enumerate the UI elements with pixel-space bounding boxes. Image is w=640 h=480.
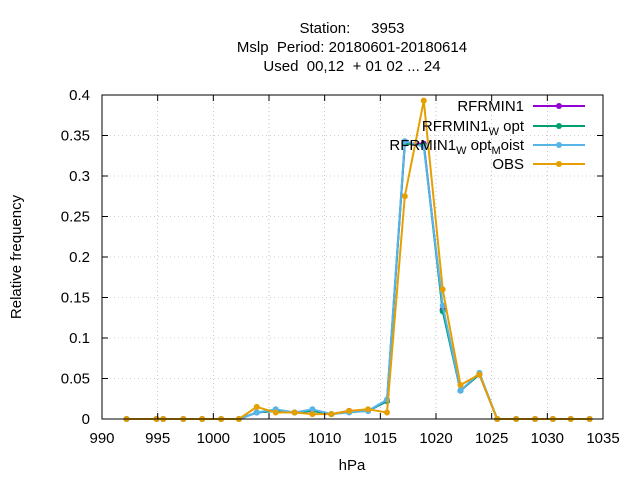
legend-marker <box>556 142 562 148</box>
y-tick-label: 0.2 <box>69 249 90 266</box>
y-tick-label: 0.3 <box>69 168 90 185</box>
data-point <box>291 409 298 416</box>
x-tick-label: 1000 <box>197 430 230 447</box>
grid-lines <box>102 95 603 419</box>
x-tick-label: 1020 <box>419 430 452 447</box>
data-point <box>476 371 483 378</box>
data-point <box>401 138 408 145</box>
data-point <box>346 407 353 414</box>
data-point <box>439 302 446 309</box>
data-point <box>439 286 446 293</box>
x-tick-label: 1035 <box>586 430 619 447</box>
x-tick-label: 1015 <box>364 430 397 447</box>
data-point <box>328 411 335 418</box>
legend-marker <box>556 123 562 129</box>
legend-label: OBS <box>492 156 524 173</box>
data-point <box>253 409 260 416</box>
y-tick-label: 0.25 <box>61 209 90 226</box>
chart-title-line-3: Used 00,12 + 01 02 ... 24 <box>263 58 440 75</box>
y-tick-label: 0.15 <box>61 290 90 307</box>
y-tick-label: 0.35 <box>61 128 90 145</box>
x-tick-label: 1030 <box>531 430 564 447</box>
data-point <box>272 409 279 416</box>
series-2 <box>123 138 593 422</box>
data-point <box>309 411 316 418</box>
legend-entry: RFRMIN1W optMoist <box>389 137 585 157</box>
plot-frame <box>101 94 604 420</box>
x-tick-label: 1005 <box>252 430 285 447</box>
legend-entry: OBS <box>492 156 585 173</box>
x-tick-label: 990 <box>89 430 114 447</box>
series-line <box>126 142 590 420</box>
legend-marker <box>556 103 562 109</box>
x-tick-label: 1025 <box>475 430 508 447</box>
legend-label: RFRMIN1 <box>457 98 524 115</box>
legend-label: RFRMIN1W opt <box>422 118 525 138</box>
x-tick-label: 1010 <box>308 430 341 447</box>
y-axis-label: Relative frequency <box>8 194 25 319</box>
legend-entry: RFRMIN1W opt <box>422 118 585 138</box>
series-line <box>126 142 590 420</box>
x-tick-label: 995 <box>145 430 170 447</box>
data-point <box>365 406 372 413</box>
data-point <box>253 403 260 410</box>
data-point <box>309 406 316 413</box>
y-tick-label: 0.1 <box>69 330 90 347</box>
data-point <box>457 381 464 388</box>
series-line <box>126 140 590 420</box>
legend-entry: RFRMIN1 <box>457 98 585 115</box>
data-point <box>420 97 427 104</box>
series-1 <box>123 140 593 422</box>
y-tick-label: 0.4 <box>69 87 90 104</box>
data-point <box>401 193 408 200</box>
data-point <box>384 409 391 416</box>
y-tick-label: 0.05 <box>61 371 90 388</box>
series-0 <box>123 140 593 422</box>
chart-title-line-1: Station: 3953 <box>299 20 404 37</box>
axis-ticks: 990 995 1000 1005 1010 1015 1020 1025 1030 1035 0 0… <box>61 87 620 447</box>
legend-marker <box>556 161 562 167</box>
data-point <box>420 143 427 150</box>
data-point <box>457 387 464 394</box>
legend-label: RFRMIN1W optMoist <box>389 137 524 157</box>
y-tick-label: 0 <box>82 411 90 428</box>
x-axis-label: hPa <box>339 457 366 474</box>
chart-title-line-2: Mslp Period: 20180601-20180614 <box>237 39 467 56</box>
